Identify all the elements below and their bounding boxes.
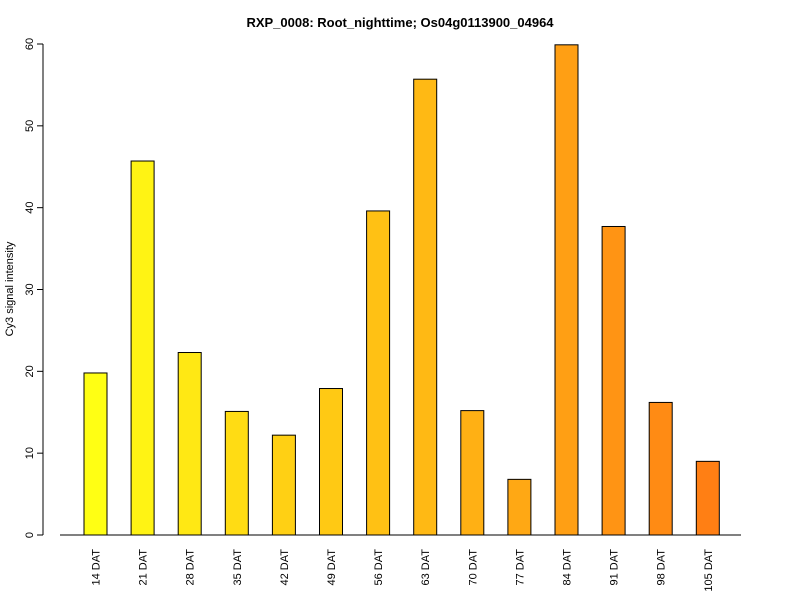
bar-35-dat bbox=[224, 410, 249, 536]
y-tick-label: 60 bbox=[24, 38, 36, 50]
y-tick-label: 30 bbox=[24, 283, 36, 295]
bar-42-dat bbox=[271, 434, 296, 536]
x-tick-label: 91 DAT bbox=[609, 549, 621, 586]
x-tick-label: 77 DAT bbox=[514, 549, 526, 586]
bar-49-dat bbox=[319, 388, 343, 536]
bar-28-dat bbox=[177, 352, 202, 536]
bar-77-dat bbox=[507, 478, 532, 536]
y-tick-label: 50 bbox=[24, 120, 36, 132]
y-axis-label: Cy3 signal intensity bbox=[4, 241, 16, 336]
bar-14-dat bbox=[83, 372, 108, 536]
x-tick-label: 42 DAT bbox=[279, 549, 291, 586]
bar-21-dat bbox=[130, 160, 155, 536]
y-tick-label: 40 bbox=[24, 202, 36, 214]
x-tick-label: 28 DAT bbox=[185, 549, 197, 586]
bar-91-dat bbox=[601, 225, 626, 536]
x-axis: 14 DAT 21 DAT 28 DAT 35 DAT 42 DAT 49 DAT 56 D… bbox=[60, 534, 741, 592]
y-tick-label: 0 bbox=[24, 532, 36, 538]
bar-98-dat bbox=[648, 401, 673, 536]
x-tick-label: 105 DAT bbox=[703, 549, 715, 592]
x-tick-label: 21 DAT bbox=[138, 549, 150, 586]
bar-105-dat bbox=[695, 460, 720, 536]
bars-group bbox=[83, 44, 720, 536]
chart-title: RXP_0008: Root_nighttime; Os04g0113900_0… bbox=[246, 15, 554, 30]
x-tick-label: 63 DAT bbox=[420, 549, 432, 586]
x-tick-label: 14 DAT bbox=[91, 549, 103, 586]
y-tick-label: 20 bbox=[24, 365, 36, 377]
x-tick-label: 56 DAT bbox=[373, 549, 385, 586]
x-tick-label: 70 DAT bbox=[467, 549, 479, 586]
bar-70-dat bbox=[460, 410, 485, 536]
x-tick-label: 35 DAT bbox=[232, 549, 244, 586]
x-tick-label: 49 DAT bbox=[326, 549, 338, 586]
x-tick-label: 98 DAT bbox=[656, 549, 668, 586]
bar-56-dat bbox=[366, 210, 391, 536]
y-axis: 0 10 20 30 40 50 60 bbox=[24, 38, 44, 538]
x-tick-label: 84 DAT bbox=[562, 549, 574, 586]
bar-63-dat bbox=[413, 78, 438, 536]
y-tick-label: 10 bbox=[24, 447, 36, 459]
bar-84-dat bbox=[554, 44, 579, 536]
